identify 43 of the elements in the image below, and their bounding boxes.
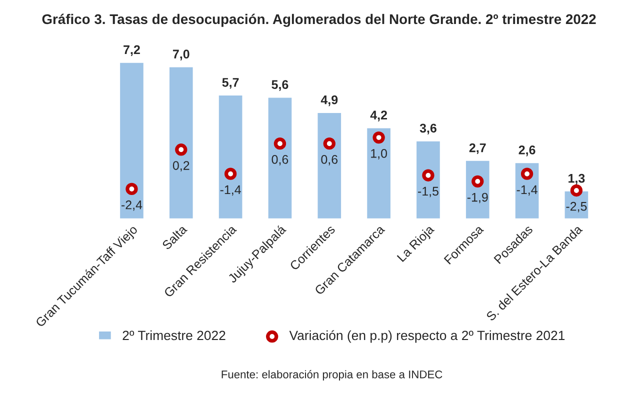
- bar: [464, 160, 491, 220]
- data-label: -2,5: [566, 202, 587, 212]
- point: [422, 169, 434, 182]
- data-label: 1,3: [568, 174, 585, 185]
- data-label: 4,9: [320, 95, 338, 106]
- data-label: 1,0: [371, 148, 387, 160]
- data-label: 0,6: [272, 155, 288, 166]
- data-label: 5,6: [272, 80, 288, 91]
- point: [224, 168, 237, 180]
- data-label: 0,2: [172, 161, 190, 172]
- data-label: -2,4: [122, 200, 142, 211]
- point: [175, 144, 188, 156]
- bar: [514, 162, 540, 220]
- data-label: -1,4: [516, 185, 538, 196]
- point: [323, 138, 336, 150]
- bar: [218, 94, 244, 220]
- point: [372, 131, 385, 144]
- point: [126, 182, 138, 196]
- data-label: 3,6: [420, 124, 436, 134]
- data-label: 4,2: [370, 110, 387, 122]
- data-label: 7,2: [124, 45, 140, 56]
- data-label: 2,6: [518, 146, 536, 156]
- chart-title: Gráfico 3. Tasas de desocupación. Aglomerados del Norte Grande. 2º trimestre 2022: [42, 14, 596, 27]
- data-label: 7,0: [172, 50, 190, 60]
- data-label: -1,4: [220, 185, 241, 196]
- point: [472, 175, 484, 188]
- data-label: -1,5: [418, 186, 438, 198]
- point: [520, 168, 534, 180]
- bar: [415, 140, 442, 220]
- legend-label: 2º Trimestre 2022: [122, 330, 226, 340]
- bar: [266, 96, 294, 220]
- point: [570, 184, 583, 197]
- data-label: 5,7: [222, 78, 239, 89]
- legend-label: Variación (en p.p) respecto a 2º Trimestre 2021: [289, 330, 565, 343]
- source-note: Fuente: elaboración propia en base a INDEC: [222, 370, 442, 381]
- bar: [316, 112, 342, 220]
- data-label: 2,7: [469, 143, 486, 154]
- bar: [366, 126, 392, 220]
- bar: [168, 66, 194, 220]
- point: [274, 138, 286, 150]
- data-label: 0,6: [321, 155, 338, 166]
- bar: [118, 61, 145, 220]
- data-label: -1,9: [467, 192, 488, 204]
